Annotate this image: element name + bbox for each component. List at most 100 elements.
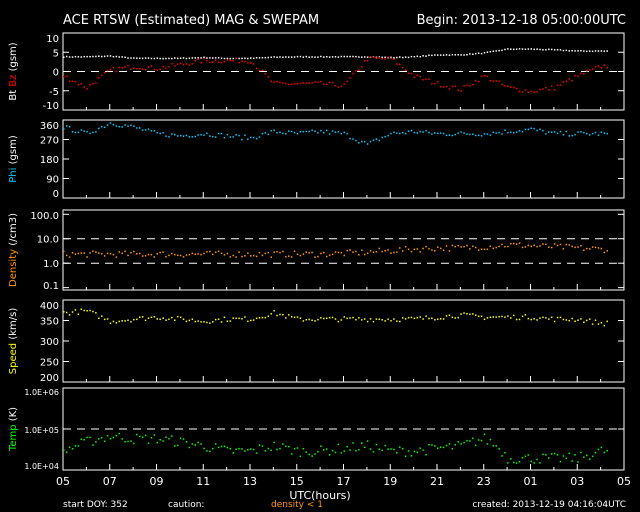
data-point-phi	[574, 133, 576, 136]
data-point-speed	[463, 312, 465, 314]
data-point-density	[153, 256, 156, 258]
data-point-density	[530, 245, 532, 248]
data-point-bt	[247, 57, 249, 60]
data-point-phi	[437, 132, 439, 135]
data-point-temp	[168, 437, 170, 440]
data-point-phi	[127, 125, 129, 128]
data-point-bz	[115, 70, 118, 73]
data-point-speed	[422, 318, 424, 320]
data-point-density	[89, 252, 91, 254]
data-point-temp	[323, 449, 325, 451]
data-point-density	[255, 255, 258, 258]
data-point-bz	[486, 75, 489, 78]
data-point-speed	[489, 316, 492, 319]
data-point-temp	[495, 445, 497, 447]
data-point-phi	[194, 135, 196, 138]
data-point-bz	[308, 82, 310, 84]
data-point-density	[542, 243, 544, 245]
data-point-temp	[504, 451, 506, 454]
data-point-phi	[214, 136, 217, 138]
data-point-temp	[542, 453, 544, 456]
data-point-temp	[577, 461, 579, 463]
x-tick-label: 09	[150, 475, 164, 488]
data-point-bt	[258, 57, 261, 59]
data-point-speed	[153, 315, 156, 318]
data-point-bz	[285, 82, 287, 85]
data-point-speed	[328, 316, 331, 319]
data-point-temp	[375, 443, 378, 446]
data-point-temp	[583, 456, 585, 458]
data-point-bt	[308, 56, 310, 58]
data-point-phi	[115, 125, 118, 127]
data-point-speed	[533, 318, 535, 320]
data-point-temp	[518, 460, 521, 463]
data-point-density	[393, 251, 395, 254]
data-point-bz	[533, 91, 535, 93]
data-point-bt	[352, 55, 354, 58]
data-point-phi	[83, 130, 85, 132]
data-point-phi	[331, 130, 334, 132]
data-point-bt	[106, 55, 109, 57]
data-point-temp	[410, 455, 413, 457]
data-point-bz	[65, 75, 68, 78]
data-point-bt	[571, 50, 573, 52]
data-point-bt	[112, 55, 115, 58]
data-point-phi	[562, 133, 565, 136]
data-point-bt	[416, 55, 419, 58]
data-point-temp	[524, 455, 527, 458]
data-point-speed	[486, 317, 489, 319]
data-point-phi	[223, 137, 226, 139]
data-point-bz	[472, 83, 474, 86]
data-point-speed	[524, 314, 527, 316]
data-point-temp	[334, 451, 337, 454]
data-point-phi	[261, 132, 264, 135]
data-point-phi	[375, 138, 378, 140]
data-point-bt	[285, 56, 287, 58]
data-point-speed	[276, 314, 278, 317]
data-point-speed	[200, 321, 202, 323]
data-point-bz	[136, 67, 138, 70]
data-point-temp	[83, 438, 85, 441]
data-point-bz	[334, 84, 337, 87]
data-point-speed	[138, 316, 141, 318]
data-point-temp	[477, 439, 480, 441]
data-point-density	[197, 253, 199, 255]
data-point-phi	[162, 132, 164, 134]
data-point-bz	[141, 68, 144, 70]
data-point-speed	[95, 312, 97, 314]
data-point-bt	[331, 56, 334, 58]
data-point-density	[156, 253, 158, 255]
data-point-density	[74, 253, 77, 255]
data-point-phi	[586, 132, 588, 135]
data-point-temp	[580, 451, 582, 454]
data-point-speed	[419, 316, 421, 318]
data-point-temp	[244, 450, 246, 452]
data-point-temp	[103, 440, 106, 443]
data-point-temp	[515, 462, 518, 464]
data-point-temp	[171, 435, 173, 437]
start-doy: start DOY: 352	[63, 500, 128, 510]
data-point-bt	[361, 56, 363, 58]
data-point-bt	[77, 56, 80, 58]
data-point-density	[428, 248, 430, 250]
data-point-temp	[138, 435, 141, 438]
data-point-temp	[325, 448, 328, 450]
data-point-bz	[428, 78, 430, 80]
data-point-temp	[185, 441, 188, 443]
data-point-bt	[144, 57, 147, 59]
data-point-density	[118, 251, 121, 253]
data-point-density	[439, 247, 442, 250]
data-point-phi	[220, 132, 223, 135]
data-point-bt	[565, 49, 568, 52]
data-point-bt	[524, 48, 527, 51]
data-point-speed	[472, 313, 474, 315]
data-point-bt	[287, 56, 290, 58]
data-point-speed	[425, 315, 427, 317]
data-point-density	[553, 243, 556, 245]
data-point-bt	[153, 57, 156, 60]
data-point-speed	[548, 318, 550, 320]
data-point-phi	[226, 133, 229, 136]
data-point-bz	[121, 67, 123, 69]
data-point-speed	[416, 317, 419, 319]
data-point-bz	[442, 86, 445, 88]
